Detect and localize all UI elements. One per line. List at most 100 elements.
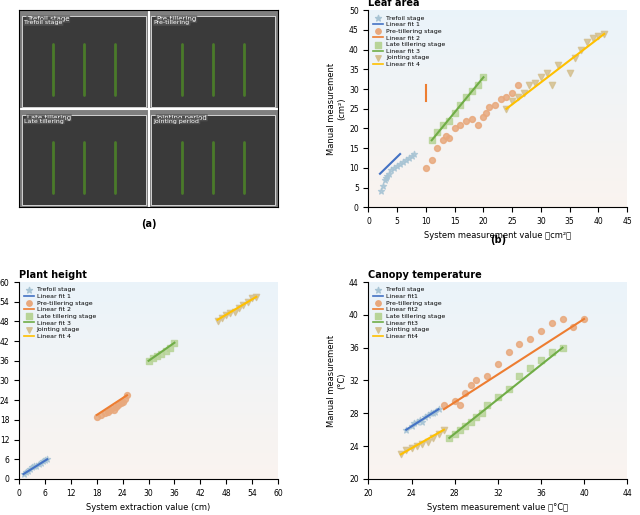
Text: Pre-tillering: Pre-tillering	[156, 16, 196, 22]
Point	[401, 446, 412, 454]
Point	[412, 442, 422, 450]
Point	[449, 109, 460, 117]
Point	[22, 467, 33, 475]
Point	[553, 61, 563, 70]
Point	[484, 102, 494, 111]
Point	[547, 319, 557, 327]
Point	[557, 344, 568, 352]
Point	[398, 158, 408, 166]
Point	[395, 160, 405, 168]
Text: Late tillering: Late tillering	[24, 118, 64, 124]
Point	[217, 314, 227, 322]
Point	[570, 54, 580, 62]
Point	[100, 409, 111, 418]
Point	[481, 109, 492, 117]
Point	[455, 401, 465, 409]
Point	[547, 81, 557, 89]
Point	[430, 407, 440, 416]
Point	[252, 293, 262, 301]
Point	[247, 295, 257, 303]
Point	[467, 87, 477, 95]
Point	[118, 398, 128, 406]
Point	[122, 391, 132, 400]
Point	[504, 385, 514, 393]
Text: Canopy temperature: Canopy temperature	[369, 270, 482, 280]
Point	[541, 69, 552, 77]
Point	[515, 372, 525, 381]
Point	[536, 327, 546, 335]
Point	[156, 350, 166, 358]
Point	[504, 348, 514, 356]
Point	[238, 301, 248, 309]
Point	[438, 136, 449, 144]
Point	[482, 372, 492, 381]
Point	[96, 411, 106, 419]
Y-axis label: Manual measurement
(cm²): Manual measurement (cm²)	[327, 63, 346, 155]
Point	[439, 425, 449, 434]
Point	[579, 315, 589, 323]
Point	[143, 357, 154, 365]
Point	[576, 45, 586, 54]
FancyBboxPatch shape	[22, 16, 146, 107]
Point	[472, 121, 483, 129]
Point	[422, 438, 433, 446]
Point	[419, 414, 429, 422]
Point	[466, 417, 476, 425]
Point	[234, 304, 244, 313]
Text: (b): (b)	[490, 235, 506, 245]
Point	[230, 307, 240, 316]
FancyBboxPatch shape	[151, 16, 275, 107]
Point	[515, 339, 525, 348]
Point	[422, 411, 433, 419]
X-axis label: System measurement value （°C）: System measurement value （°C）	[428, 503, 568, 512]
Point	[31, 462, 42, 470]
Point	[378, 181, 388, 190]
Point	[455, 121, 465, 129]
Point	[152, 352, 163, 360]
X-axis label: System extraction value (cm): System extraction value (cm)	[86, 503, 211, 512]
Y-axis label: Manual measurement
(°C): Manual measurement (°C)	[327, 334, 346, 426]
Point	[383, 169, 394, 178]
Point	[433, 405, 444, 414]
Point	[471, 376, 481, 385]
Point	[421, 164, 431, 172]
Point	[525, 364, 535, 372]
Point	[444, 134, 454, 143]
Point	[501, 105, 511, 113]
Point	[524, 81, 534, 89]
Point	[471, 414, 481, 422]
Point	[466, 381, 476, 389]
Point	[225, 309, 236, 317]
Point	[495, 95, 506, 103]
Point	[513, 93, 523, 101]
Point	[412, 417, 422, 425]
Text: Jointing period: Jointing period	[154, 118, 200, 124]
Point	[404, 154, 414, 162]
Point	[415, 416, 426, 424]
Point	[593, 32, 604, 40]
Point	[410, 150, 420, 158]
Point	[599, 30, 609, 38]
Point	[170, 339, 180, 347]
Point	[433, 430, 444, 438]
Point	[104, 406, 115, 414]
Point	[588, 34, 598, 42]
FancyBboxPatch shape	[151, 115, 275, 205]
Point	[401, 425, 412, 434]
Point	[428, 409, 438, 418]
Point	[113, 401, 124, 409]
Text: Plant height: Plant height	[19, 270, 87, 280]
Point	[40, 456, 50, 464]
Point	[564, 69, 575, 77]
Point	[460, 389, 470, 397]
Point	[547, 348, 557, 356]
Point	[243, 298, 253, 306]
Legend: Trefoil stage, Linear fit1, Pre-tillering stage, Linear fit2, Late tillering sta: Trefoil stage, Linear fit1, Pre-tillerin…	[372, 285, 447, 340]
Point	[392, 162, 403, 170]
Point	[449, 430, 460, 438]
Legend: Trefoil stage, Linear fit 1, Pre-tillering stage, Linear fit 2, Late tillering s: Trefoil stage, Linear fit 1, Pre-tilleri…	[22, 285, 98, 340]
Point	[482, 401, 492, 409]
Point	[461, 93, 471, 101]
Text: Trefoil stage: Trefoil stage	[24, 20, 63, 25]
Point	[493, 360, 503, 368]
